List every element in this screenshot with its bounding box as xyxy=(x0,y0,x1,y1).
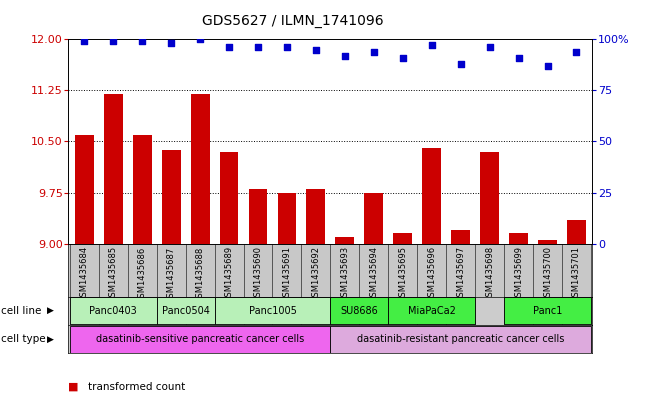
Text: GSM1435684: GSM1435684 xyxy=(80,246,89,303)
Text: GSM1435693: GSM1435693 xyxy=(340,246,350,303)
Bar xyxy=(365,193,383,244)
Bar xyxy=(538,240,557,244)
Text: GSM1435698: GSM1435698 xyxy=(485,246,494,303)
Bar xyxy=(335,237,354,244)
Bar xyxy=(480,152,499,244)
Text: ▶: ▶ xyxy=(47,335,54,343)
Point xyxy=(282,44,292,51)
Bar xyxy=(388,297,475,325)
Bar xyxy=(451,230,470,244)
Point xyxy=(456,61,466,67)
Bar xyxy=(277,193,296,244)
Point xyxy=(224,44,234,51)
Text: Panc1005: Panc1005 xyxy=(249,306,296,316)
Point xyxy=(484,44,495,51)
Text: Panc0403: Panc0403 xyxy=(89,306,137,316)
Text: GSM1435687: GSM1435687 xyxy=(167,246,176,303)
Point xyxy=(514,55,524,61)
Bar xyxy=(422,148,441,244)
Text: GSM1435696: GSM1435696 xyxy=(427,246,436,303)
Point xyxy=(166,40,176,46)
Bar xyxy=(70,297,157,325)
Text: dasatinib-resistant pancreatic cancer cells: dasatinib-resistant pancreatic cancer ce… xyxy=(357,334,564,344)
Point xyxy=(340,53,350,59)
Point xyxy=(368,48,379,55)
Text: SU8686: SU8686 xyxy=(340,306,378,316)
Text: Panc1: Panc1 xyxy=(533,306,562,316)
Bar xyxy=(215,297,330,325)
Point xyxy=(195,36,205,42)
Text: GSM1435690: GSM1435690 xyxy=(253,246,262,302)
Bar xyxy=(133,135,152,244)
Text: GSM1435697: GSM1435697 xyxy=(456,246,465,303)
Point xyxy=(542,63,553,69)
Bar xyxy=(567,220,586,244)
Text: Panc0504: Panc0504 xyxy=(161,306,210,316)
Bar xyxy=(393,233,412,244)
Text: GSM1435688: GSM1435688 xyxy=(195,246,204,303)
Point xyxy=(137,38,147,44)
Text: ▶: ▶ xyxy=(47,307,54,315)
Text: GDS5627 / ILMN_1741096: GDS5627 / ILMN_1741096 xyxy=(202,14,383,28)
Text: GSM1435701: GSM1435701 xyxy=(572,246,581,302)
Bar xyxy=(307,189,326,244)
Text: dasatinib-sensitive pancreatic cancer cells: dasatinib-sensitive pancreatic cancer ce… xyxy=(96,334,304,344)
Text: cell line: cell line xyxy=(1,306,41,316)
Text: GSM1435700: GSM1435700 xyxy=(543,246,552,302)
Text: ■: ■ xyxy=(68,382,79,392)
Text: MiaPaCa2: MiaPaCa2 xyxy=(408,306,456,316)
Text: transformed count: transformed count xyxy=(88,382,185,392)
Bar xyxy=(104,94,122,244)
Text: GSM1435689: GSM1435689 xyxy=(225,246,234,303)
Point xyxy=(108,38,118,44)
Bar xyxy=(504,297,591,325)
Text: GSM1435685: GSM1435685 xyxy=(109,246,118,303)
Bar xyxy=(330,325,591,353)
Bar xyxy=(157,297,215,325)
Text: GSM1435699: GSM1435699 xyxy=(514,246,523,302)
Point xyxy=(253,44,263,51)
Bar xyxy=(249,189,268,244)
Bar xyxy=(161,150,180,244)
Point xyxy=(398,55,408,61)
Text: GSM1435694: GSM1435694 xyxy=(369,246,378,302)
Bar xyxy=(75,135,94,244)
Text: cell type: cell type xyxy=(1,334,46,344)
Point xyxy=(426,42,437,49)
Bar xyxy=(70,325,330,353)
Text: GSM1435686: GSM1435686 xyxy=(137,246,146,303)
Point xyxy=(311,46,321,53)
Point xyxy=(572,48,582,55)
Point xyxy=(79,38,89,44)
Bar xyxy=(219,152,238,244)
Text: GSM1435692: GSM1435692 xyxy=(311,246,320,302)
Text: GSM1435695: GSM1435695 xyxy=(398,246,408,302)
Text: GSM1435691: GSM1435691 xyxy=(283,246,292,302)
Bar xyxy=(330,297,388,325)
Bar xyxy=(509,233,528,244)
Bar xyxy=(191,94,210,244)
